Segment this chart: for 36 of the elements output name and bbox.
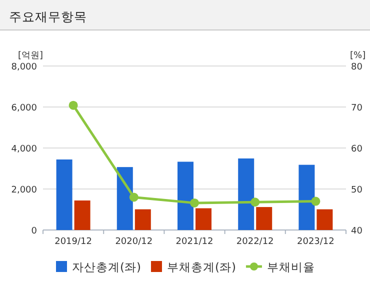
y2-tick-label: 50 [351,186,363,196]
y2-tick-label: 80 [351,62,363,72]
bar [238,158,254,230]
bar [256,207,272,230]
legend-label: 자산총계(좌) [72,260,141,274]
y-tick-label: 6,000 [11,104,38,114]
bar [116,167,133,230]
y2-tick-label: 60 [351,144,363,154]
x-tick-label: 2021/12 [176,237,214,247]
y2-tick-label: 40 [351,226,363,236]
point [250,198,260,207]
y2-tick-label: 70 [351,104,363,114]
y-tick-label: 4,000 [11,144,38,154]
point [68,100,78,110]
bar [74,200,90,230]
x-tick-label: 2019/12 [54,237,92,247]
y-tick-label: 2,000 [11,186,38,196]
point [190,198,199,208]
bar [316,209,333,230]
point [311,196,320,206]
y-tick-label: 8,000 [11,62,38,72]
chart-title: 주요재무항목 [9,9,87,24]
bar [196,208,212,230]
bar [56,159,72,230]
legend-label: 부채비율 [266,260,315,274]
bar [298,164,315,230]
x-tick-label: 2022/12 [236,237,274,247]
point [129,192,138,202]
y-tick-label: 0 [31,226,38,236]
x-tick-label: 2020/12 [115,237,153,247]
bar [178,162,194,230]
legend-label: 부채총계(좌) [166,260,236,274]
y2-axis-title: [%] [350,51,366,61]
y-axis-title: [억원] [18,51,44,61]
bar [134,209,151,230]
x-tick-label: 2023/12 [297,237,334,247]
